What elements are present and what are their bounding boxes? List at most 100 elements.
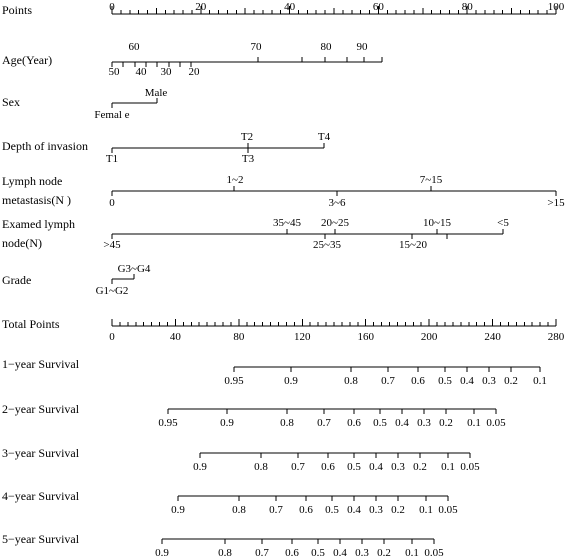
s4-tick-label: 0.4	[347, 504, 361, 516]
s5-tick-label: 0.4	[333, 547, 347, 558]
sex-label: Sex	[2, 95, 20, 109]
s4-tick-label: 0.7	[269, 504, 283, 516]
s2-tick-label: 0.95	[158, 417, 178, 429]
lymph-label-line-1: Lymph node	[2, 174, 62, 188]
examed-label-line-2: node(N)	[2, 236, 42, 250]
points-tick-label: 60	[373, 1, 385, 13]
age-label-above: 70	[251, 41, 263, 53]
total-tick-label: 80	[233, 331, 245, 343]
sex-label-above: Male	[145, 87, 168, 99]
examed-label-below: >45	[103, 239, 121, 251]
lymph-label-below: >15	[547, 197, 565, 209]
s5-label: 5−year Survival	[2, 532, 80, 546]
s5-tick-label: 0.9	[155, 547, 169, 558]
s1-tick-label: 0.2	[504, 375, 518, 387]
s1-tick-label: 0.7	[381, 375, 395, 387]
s5-tick-label: 0.7	[255, 547, 269, 558]
s2-tick-label: 0.4	[395, 417, 409, 429]
depth-label-below: T3	[242, 153, 255, 165]
total-tick-label: 40	[170, 331, 182, 343]
s3-tick-label: 0.5	[347, 461, 361, 473]
s1-tick-label: 0.95	[224, 375, 244, 387]
s2-label: 2−year Survival	[2, 402, 80, 416]
age-label-above: 60	[129, 41, 141, 53]
s3-tick-label: 0.4	[369, 461, 383, 473]
s4-tick-label: 0.6	[299, 504, 313, 516]
total-tick-label: 200	[421, 331, 438, 343]
s5-tick-label: 0.6	[285, 547, 299, 558]
s3-label: 3−year Survival	[2, 446, 80, 460]
s3-tick-label: 0.7	[291, 461, 305, 473]
points-label: Points	[2, 3, 32, 17]
s1-tick-label: 0.4	[460, 375, 474, 387]
s2-tick-label: 0.05	[486, 417, 506, 429]
s3-tick-label: 0.05	[460, 461, 480, 473]
s3-tick-label: 0.3	[391, 461, 405, 473]
s2-tick-label: 0.8	[280, 417, 294, 429]
s2-tick-label: 0.7	[317, 417, 331, 429]
s3-tick-label: 0.2	[413, 461, 427, 473]
s4-tick-label: 0.8	[232, 504, 246, 516]
s2-tick-label: 0.5	[373, 417, 387, 429]
s2-tick-label: 0.1	[467, 417, 481, 429]
s1-tick-label: 0.8	[344, 375, 358, 387]
s4-tick-label: 0.9	[171, 504, 185, 516]
age-label-above: 90	[357, 41, 369, 53]
age-label-below: 50	[109, 66, 121, 78]
points-tick-label: 0	[109, 1, 115, 13]
total-tick-label: 120	[294, 331, 311, 343]
lymph-label-below: 0	[109, 197, 115, 209]
s4-tick-label: 0.3	[369, 504, 383, 516]
s2-tick-label: 0.3	[417, 417, 431, 429]
age-label: Age(Year)	[2, 53, 52, 67]
grade-label-below: G1~G2	[96, 285, 129, 297]
depth-label-above: T2	[241, 131, 253, 143]
age-label-below: 20	[189, 66, 201, 78]
examed-label-above: 35~45	[273, 217, 301, 229]
s2-tick-label: 0.6	[347, 417, 361, 429]
s5-tick-label: 0.1	[405, 547, 419, 558]
s1-tick-label: 0.1	[533, 375, 547, 387]
depth-label-below: T1	[106, 153, 118, 165]
total-tick-label: 280	[548, 331, 565, 343]
s5-tick-label: 0.3	[355, 547, 369, 558]
s2-tick-label: 0.9	[220, 417, 234, 429]
s5-tick-label: 0.05	[424, 547, 444, 558]
age-label-below: 40	[136, 66, 148, 78]
s4-tick-label: 0.1	[419, 504, 433, 516]
lymph-label-above: 1~2	[227, 174, 244, 186]
total-label: Total Points	[2, 317, 60, 331]
s1-label: 1−year Survival	[2, 357, 80, 371]
s4-tick-label: 0.5	[325, 504, 339, 516]
examed-label-above: <5	[497, 217, 509, 229]
s3-tick-label: 0.6	[321, 461, 335, 473]
s1-tick-label: 0.3	[482, 375, 496, 387]
examed-label-below: 15~20	[399, 239, 427, 251]
s5-tick-label: 0.2	[377, 547, 391, 558]
total-tick-label: 0	[109, 331, 115, 343]
grade-label: Grade	[2, 273, 31, 287]
s1-tick-label: 0.5	[438, 375, 452, 387]
examed-label-above: 10~15	[423, 217, 451, 229]
s3-tick-label: 0.8	[254, 461, 268, 473]
examed-label-line-1: Examed lymph	[2, 217, 75, 231]
points-tick-label: 20	[195, 1, 207, 13]
examed-label-above: 20~25	[321, 217, 349, 229]
depth-label-above: T4	[318, 131, 331, 143]
points-tick-label: 40	[284, 1, 296, 13]
age-label-above: 80	[321, 41, 333, 53]
s3-tick-label: 0.1	[441, 461, 455, 473]
s4-tick-label: 0.05	[438, 504, 458, 516]
examed-label-below: 25~35	[313, 239, 341, 251]
grade-label-above: G3~G4	[118, 263, 151, 275]
lymph-label-above: 7~15	[420, 174, 443, 186]
s4-tick-label: 0.2	[391, 504, 405, 516]
s4-label: 4−year Survival	[2, 489, 80, 503]
lymph-label-line-2: metastasis(N )	[2, 193, 71, 207]
points-tick-label: 100	[548, 1, 565, 13]
points-tick-label: 80	[462, 1, 474, 13]
s2-tick-label: 0.2	[439, 417, 453, 429]
s1-tick-label: 0.9	[284, 375, 298, 387]
